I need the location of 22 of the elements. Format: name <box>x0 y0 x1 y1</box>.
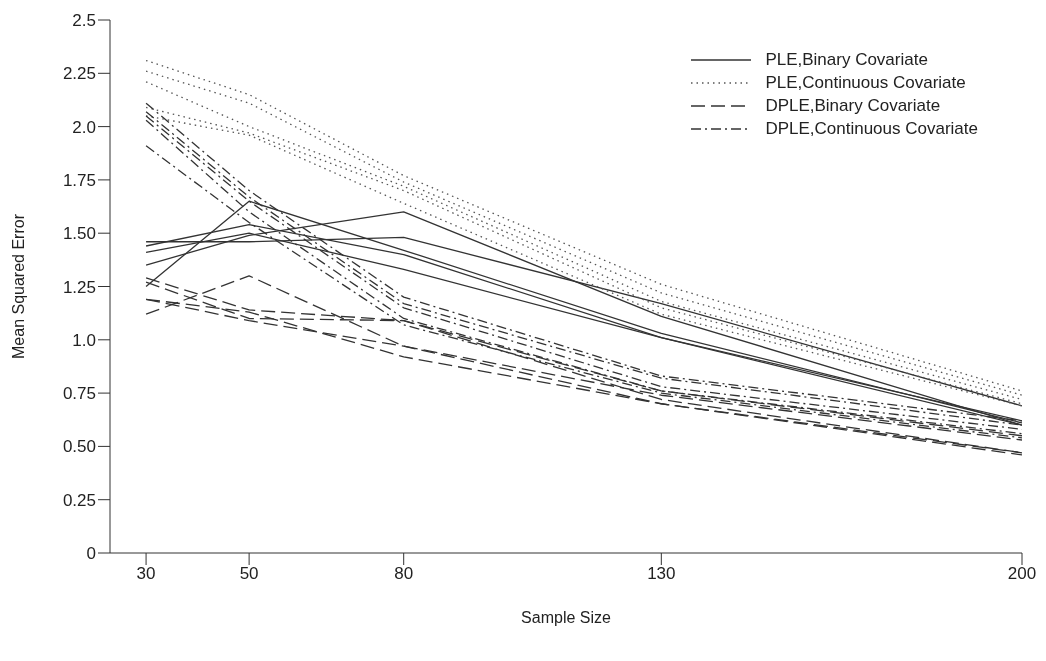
y-tick-label: 1.75 <box>62 170 96 190</box>
y-tick-label: 2.25 <box>62 64 96 84</box>
y-tick-label: 0.25 <box>62 490 96 510</box>
x-tick-label: 130 <box>647 564 676 584</box>
y-tick-label: 2.5 <box>72 11 96 31</box>
x-tick-label: 50 <box>239 564 259 584</box>
y-tick-label: 1.50 <box>62 224 96 244</box>
legend-label: PLE,Continuous Covariate <box>765 72 966 93</box>
y-axis-title: Mean Squared Error <box>9 213 27 359</box>
y-tick-label: 0.75 <box>62 384 96 404</box>
legend-label: DPLE,Continuous Covariate <box>765 118 978 139</box>
x-tick-label: 80 <box>394 564 414 584</box>
x-axis-title: Sample Size <box>521 609 612 626</box>
legend-label: PLE,Binary Covariate <box>765 49 928 70</box>
y-tick-label: 1.25 <box>62 277 96 297</box>
x-tick-label: 30 <box>136 564 156 584</box>
x-tick-label: 200 <box>1007 564 1037 584</box>
y-tick-label: 0 <box>86 544 96 564</box>
y-tick-label: 0.50 <box>62 437 96 457</box>
y-tick-label: 1.0 <box>72 330 96 350</box>
legend-label: DPLE,Binary Covariate <box>765 95 941 116</box>
y-tick-label: 2.0 <box>72 117 96 137</box>
